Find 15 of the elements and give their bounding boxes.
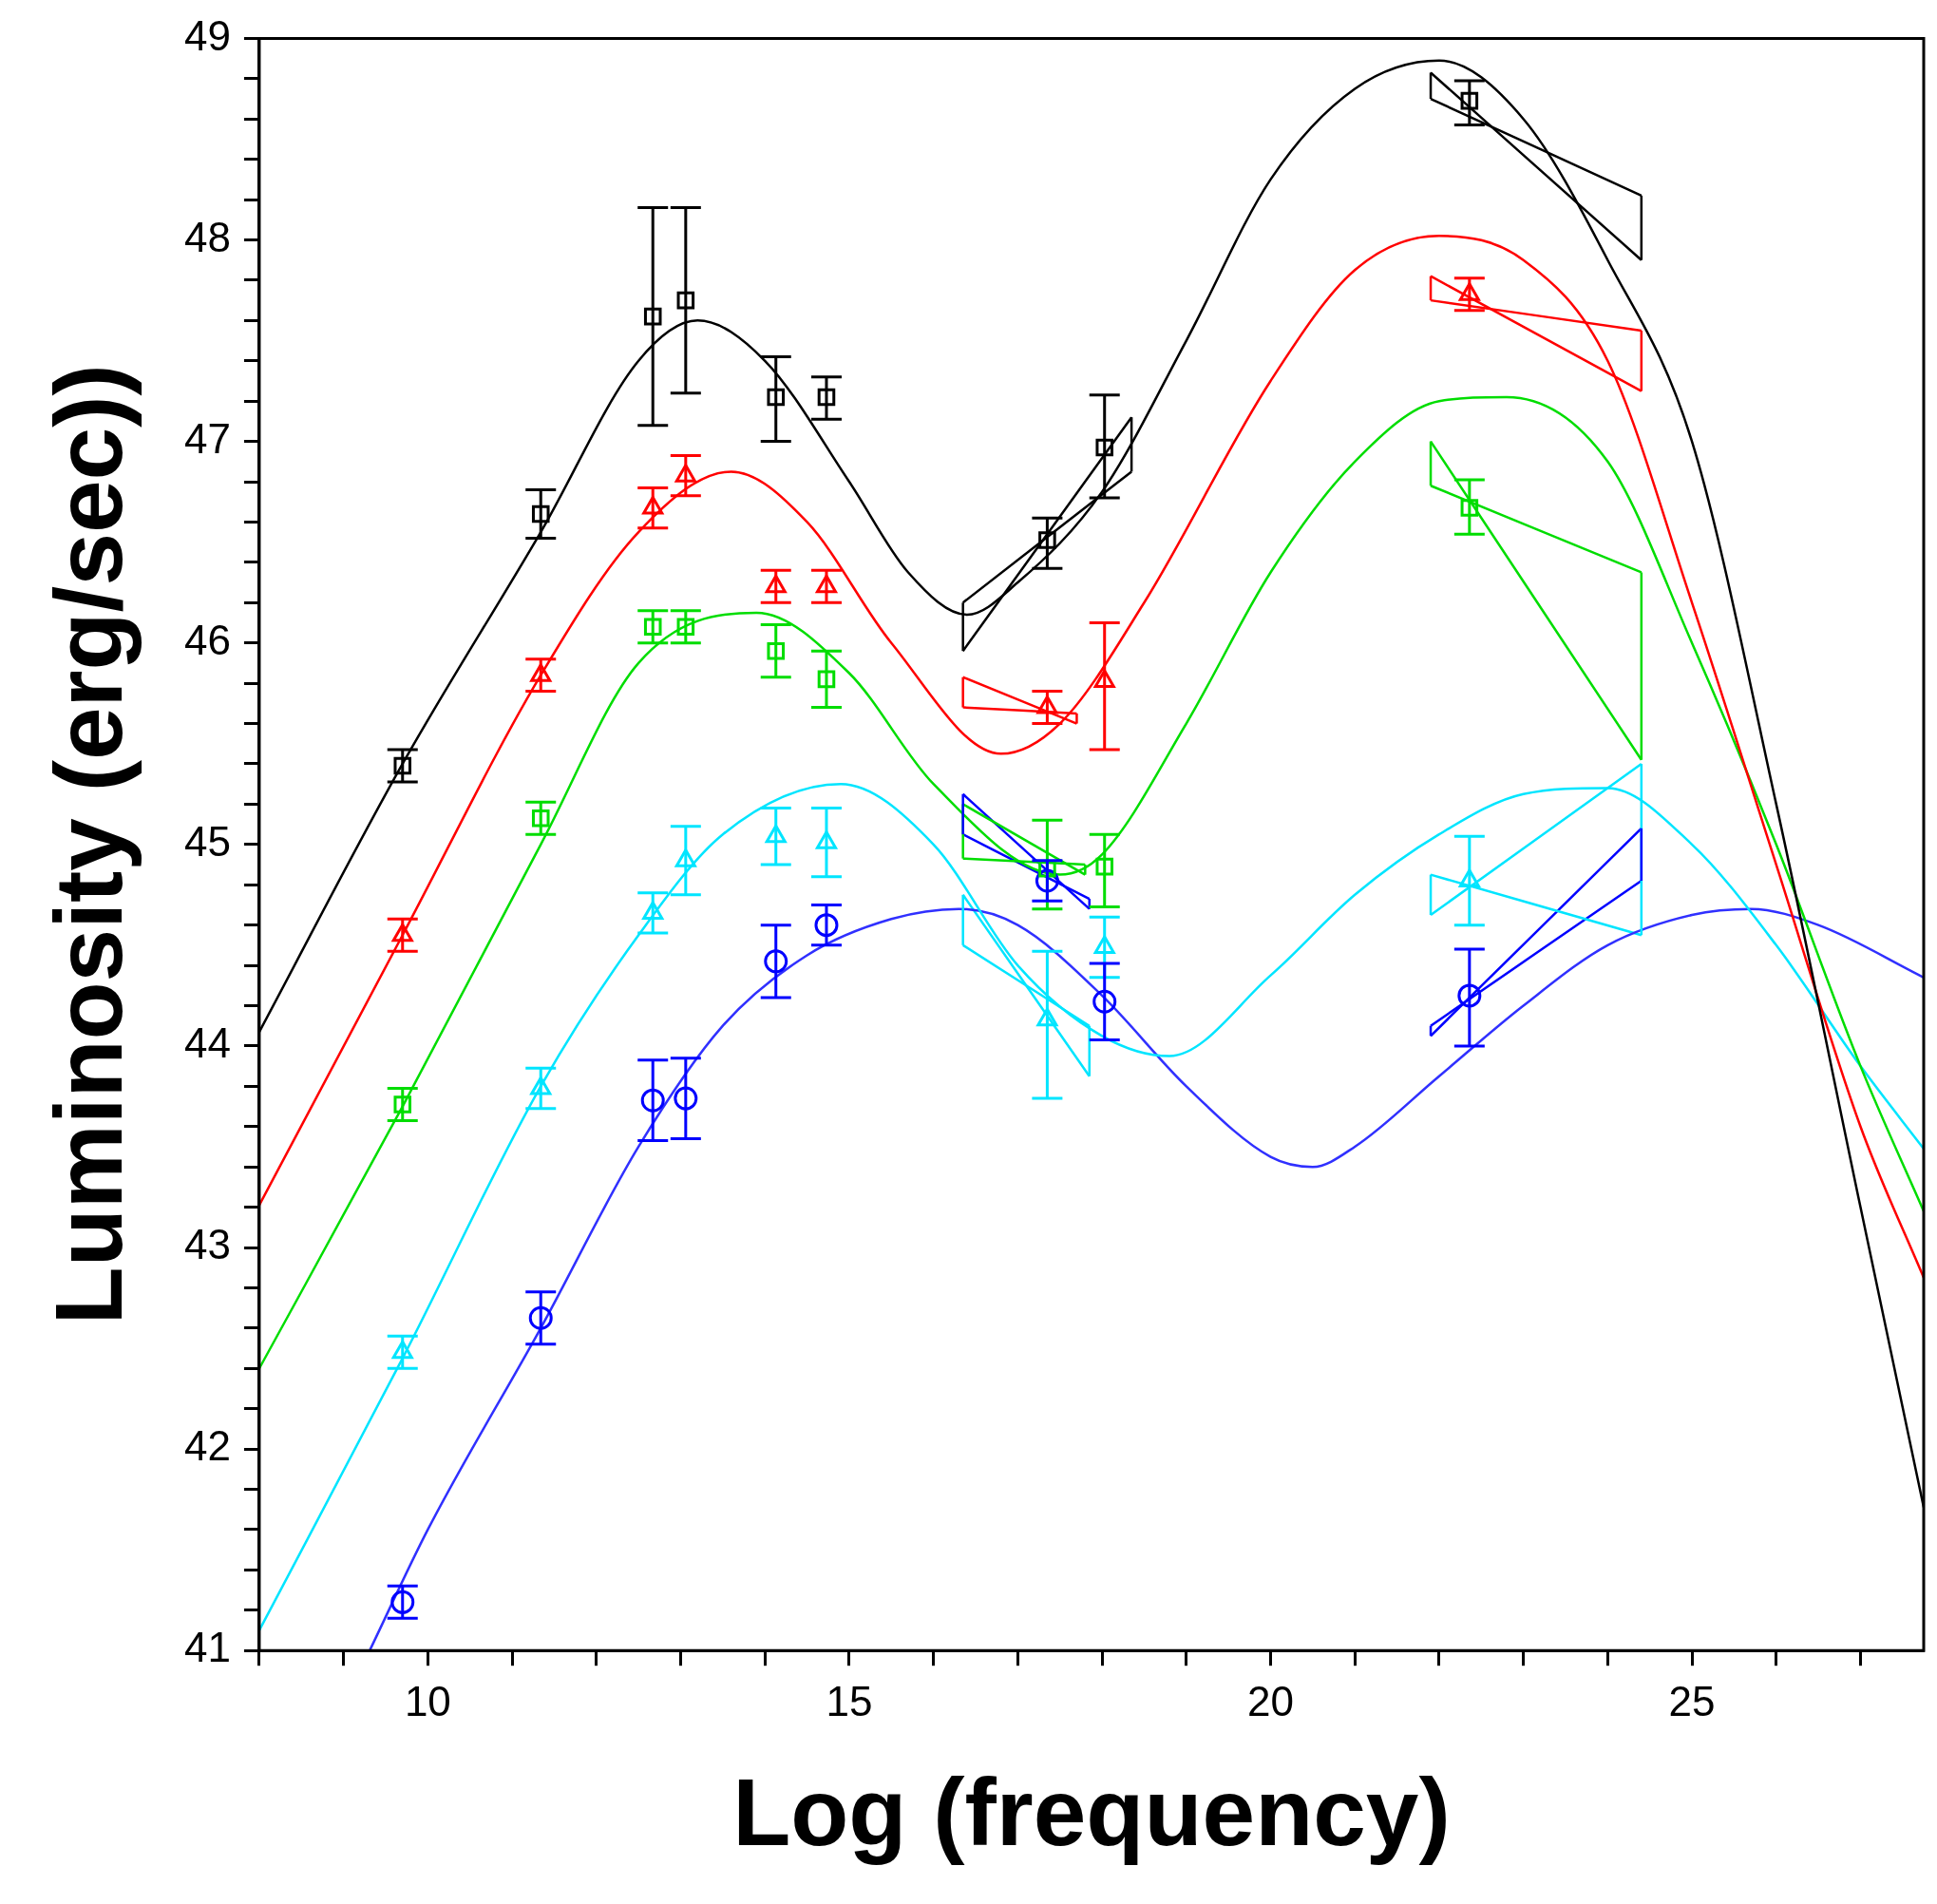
y-tick-label: 43 (183, 1221, 231, 1268)
y-tick-label: 42 (183, 1422, 231, 1470)
x-tick-label: 25 (1668, 1677, 1716, 1724)
x-axis-title: Log (frequency) (732, 1758, 1451, 1865)
y-tick-label: 49 (183, 11, 231, 59)
y-tick-label: 41 (183, 1624, 231, 1671)
y-tick-label: 46 (183, 616, 231, 663)
x-tick-label: 15 (826, 1677, 873, 1724)
y-axis-title: Luminosity (erg/sec)) (34, 364, 142, 1325)
y-tick-label: 45 (183, 817, 231, 865)
x-tick-label: 20 (1247, 1677, 1294, 1724)
y-tick-label: 44 (183, 1019, 231, 1067)
y-tick-label: 47 (183, 414, 231, 462)
x-tick-label: 10 (404, 1677, 451, 1724)
y-tick-label: 48 (183, 213, 231, 260)
